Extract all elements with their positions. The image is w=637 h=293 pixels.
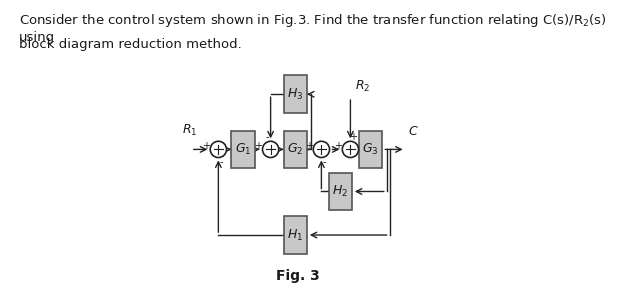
Text: +: +: [305, 142, 313, 151]
Text: $H_3$: $H_3$: [287, 87, 303, 102]
FancyBboxPatch shape: [329, 173, 352, 210]
Text: $G_1$: $G_1$: [235, 142, 251, 157]
Text: -: -: [220, 157, 223, 167]
Text: +: +: [334, 142, 342, 151]
FancyBboxPatch shape: [231, 131, 255, 168]
Circle shape: [210, 141, 227, 158]
Text: $H_2$: $H_2$: [333, 184, 348, 199]
Text: $G_3$: $G_3$: [362, 142, 379, 157]
Text: +: +: [202, 142, 210, 151]
Circle shape: [342, 141, 359, 158]
Text: -: -: [322, 157, 326, 167]
FancyBboxPatch shape: [283, 75, 307, 113]
Circle shape: [262, 141, 279, 158]
Text: $R_2$: $R_2$: [355, 79, 370, 94]
Text: Consider the control system shown in Fig.3. Find the transfer function relating : Consider the control system shown in Fig…: [19, 12, 607, 44]
Circle shape: [313, 141, 329, 158]
Text: $R_1$: $R_1$: [182, 123, 197, 138]
Text: $H_1$: $H_1$: [287, 227, 303, 243]
Text: block diagram reduction method.: block diagram reduction method.: [19, 38, 242, 51]
Text: $G_2$: $G_2$: [287, 142, 303, 157]
Text: $C$: $C$: [408, 125, 419, 138]
Text: Fig. 3: Fig. 3: [276, 269, 320, 283]
Text: +: +: [349, 132, 357, 142]
FancyBboxPatch shape: [359, 131, 382, 168]
FancyBboxPatch shape: [283, 131, 307, 168]
Text: -: -: [266, 132, 269, 142]
FancyBboxPatch shape: [283, 216, 307, 254]
Text: +: +: [254, 142, 262, 151]
